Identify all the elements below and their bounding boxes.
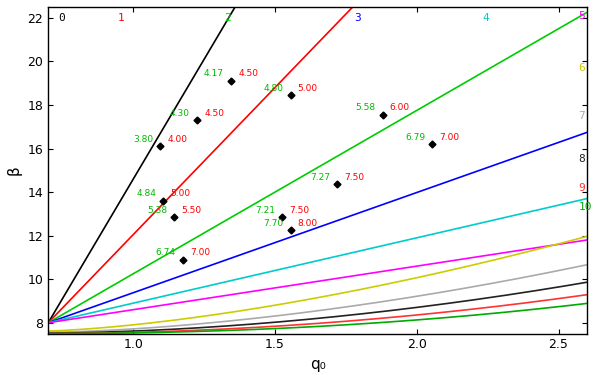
Text: 8.00: 8.00 <box>298 219 318 227</box>
Text: 6.74: 6.74 <box>156 248 176 257</box>
Text: 6: 6 <box>578 63 585 73</box>
Text: 7.00: 7.00 <box>439 133 460 141</box>
Text: 4.80: 4.80 <box>263 83 284 92</box>
Text: 7.00: 7.00 <box>190 248 210 257</box>
Text: 4.30: 4.30 <box>170 109 190 117</box>
Text: 7.50: 7.50 <box>289 205 310 215</box>
Text: 4.17: 4.17 <box>204 69 224 78</box>
Text: 5: 5 <box>578 11 585 21</box>
Text: 7.70: 7.70 <box>263 219 284 227</box>
Text: 5.38: 5.38 <box>147 205 167 215</box>
Y-axis label: β: β <box>7 165 22 175</box>
Text: 4: 4 <box>482 13 489 23</box>
Text: 5.50: 5.50 <box>181 205 202 215</box>
Text: 6.79: 6.79 <box>405 133 425 141</box>
Text: 6.00: 6.00 <box>390 103 410 112</box>
X-axis label: q₀: q₀ <box>310 357 326 372</box>
Text: 4.50: 4.50 <box>204 109 224 117</box>
Text: 4.84: 4.84 <box>136 189 156 198</box>
Text: 7: 7 <box>578 111 585 121</box>
Text: 7.27: 7.27 <box>310 173 331 182</box>
Text: 9: 9 <box>578 183 585 193</box>
Text: 4.50: 4.50 <box>238 69 258 78</box>
Text: 3.80: 3.80 <box>133 135 153 144</box>
Text: 5.00: 5.00 <box>170 189 190 198</box>
Text: 10: 10 <box>578 202 592 212</box>
Text: 5.00: 5.00 <box>298 83 318 92</box>
Text: 4.00: 4.00 <box>167 135 187 144</box>
Text: 8: 8 <box>578 154 585 164</box>
Text: 5.58: 5.58 <box>356 103 376 112</box>
Text: 7.50: 7.50 <box>344 173 365 182</box>
Text: 7.21: 7.21 <box>255 205 275 215</box>
Text: 0: 0 <box>58 13 65 23</box>
Text: 3: 3 <box>355 13 361 23</box>
Text: 2: 2 <box>224 13 231 23</box>
Text: 1: 1 <box>118 13 124 23</box>
